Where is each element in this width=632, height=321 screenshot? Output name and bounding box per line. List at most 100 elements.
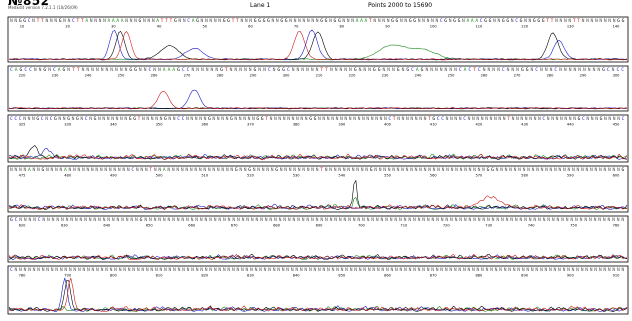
base-call: N — [509, 167, 512, 173]
base-call: N — [228, 217, 231, 223]
base-call: N — [159, 267, 162, 273]
base-call: T — [138, 116, 141, 122]
base-call: N — [375, 116, 378, 122]
base-call: N — [495, 267, 498, 273]
base-call: T — [37, 18, 40, 24]
base-call: N — [316, 217, 319, 223]
base-call: N — [481, 267, 484, 273]
base-call: N — [37, 167, 40, 173]
base-call: N — [427, 217, 430, 223]
base-call: N — [249, 67, 252, 73]
base-call: N — [549, 267, 552, 273]
base-call: N — [255, 217, 258, 223]
base-call: N — [559, 167, 562, 173]
panel-frame — [7, 114, 629, 163]
base-call: N — [501, 217, 504, 223]
position-tick-label: 750 — [570, 224, 578, 228]
base-call: N — [350, 267, 353, 273]
base-call: N — [422, 18, 425, 24]
base-call: C — [542, 116, 545, 122]
base-call: N — [311, 167, 314, 173]
base-call: N — [90, 18, 93, 24]
base-call: C — [53, 67, 56, 73]
position-tick-label: 440 — [567, 123, 575, 127]
base-call: N — [130, 18, 133, 24]
trace-header: №852 MedEdit version 7.2.1.1 (10/26/09) … — [0, 0, 632, 16]
base-call: C — [177, 116, 180, 122]
base-call: N — [32, 116, 35, 122]
position-tick-label: 230 — [52, 74, 60, 78]
base-call: N — [91, 167, 94, 173]
base-call: N — [158, 167, 161, 173]
base-call: N — [128, 267, 131, 273]
base-call: N — [336, 267, 339, 273]
base-call: A — [85, 18, 88, 24]
base-call: N — [167, 217, 170, 223]
base-call: N — [186, 116, 189, 122]
base-call: N — [514, 167, 517, 173]
base-call: N — [464, 217, 467, 223]
base-call: N — [516, 67, 519, 73]
base-call: N — [399, 217, 402, 223]
base-call: G — [261, 116, 264, 122]
base-call: G — [413, 18, 416, 24]
base-call: N — [464, 167, 467, 173]
base-call: N — [140, 167, 143, 173]
position-tick-label: 870 — [430, 274, 438, 278]
position-tick-label: 270 — [184, 74, 192, 78]
base-call: G — [526, 67, 529, 73]
base-call: N — [477, 267, 480, 273]
base-call: G — [484, 18, 487, 24]
base-call: N — [543, 217, 546, 223]
base-call: N — [395, 267, 398, 273]
base-call: N — [564, 67, 567, 73]
base-call: N — [103, 217, 106, 223]
base-call: N — [217, 116, 220, 122]
base-call: N — [445, 217, 448, 223]
position-tick-label: 800 — [110, 274, 118, 278]
base-call: N — [55, 167, 58, 173]
base-call: T — [369, 18, 372, 24]
base-call: N — [404, 267, 407, 273]
base-call: N — [287, 116, 290, 122]
base-call: N — [178, 267, 181, 273]
base-call: C — [621, 67, 624, 73]
base-call: N — [242, 217, 245, 223]
position-tick-label: 420 — [475, 123, 483, 127]
base-call: N — [316, 167, 319, 173]
base-call: N — [223, 217, 226, 223]
position-tick-label: 640 — [103, 224, 111, 228]
base-call: N — [436, 267, 439, 273]
base-call: N — [518, 167, 521, 173]
base-call: N — [568, 167, 571, 173]
base-call: N — [392, 67, 395, 73]
base-call: N — [168, 116, 171, 122]
base-call: N — [524, 18, 527, 24]
base-call: N — [469, 217, 472, 223]
base-call: N — [107, 217, 110, 223]
base-call: A — [107, 18, 110, 24]
points-range: Points 2000 to 15690 — [368, 2, 433, 9]
base-call: N — [257, 167, 260, 173]
base-call: N — [418, 267, 421, 273]
base-call: N — [481, 116, 484, 122]
base-call: N — [454, 67, 457, 73]
base-call: G — [489, 18, 492, 24]
base-call: N — [47, 217, 50, 223]
trace-G-line — [8, 30, 627, 61]
base-call: G — [19, 18, 22, 24]
base-call: N — [230, 67, 233, 73]
base-call: G — [263, 18, 266, 24]
base-call: N — [276, 18, 279, 24]
position-tick-label: 250 — [448, 74, 456, 78]
base-call: N — [190, 167, 193, 173]
base-call: N — [135, 217, 138, 223]
base-call: N — [283, 116, 286, 122]
base-call: C — [85, 116, 88, 122]
base-call: N — [69, 267, 72, 273]
base-call: N — [237, 217, 240, 223]
base-call: C — [41, 116, 44, 122]
base-call: N — [608, 267, 611, 273]
base-call: G — [309, 116, 312, 122]
base-call: G — [54, 116, 57, 122]
